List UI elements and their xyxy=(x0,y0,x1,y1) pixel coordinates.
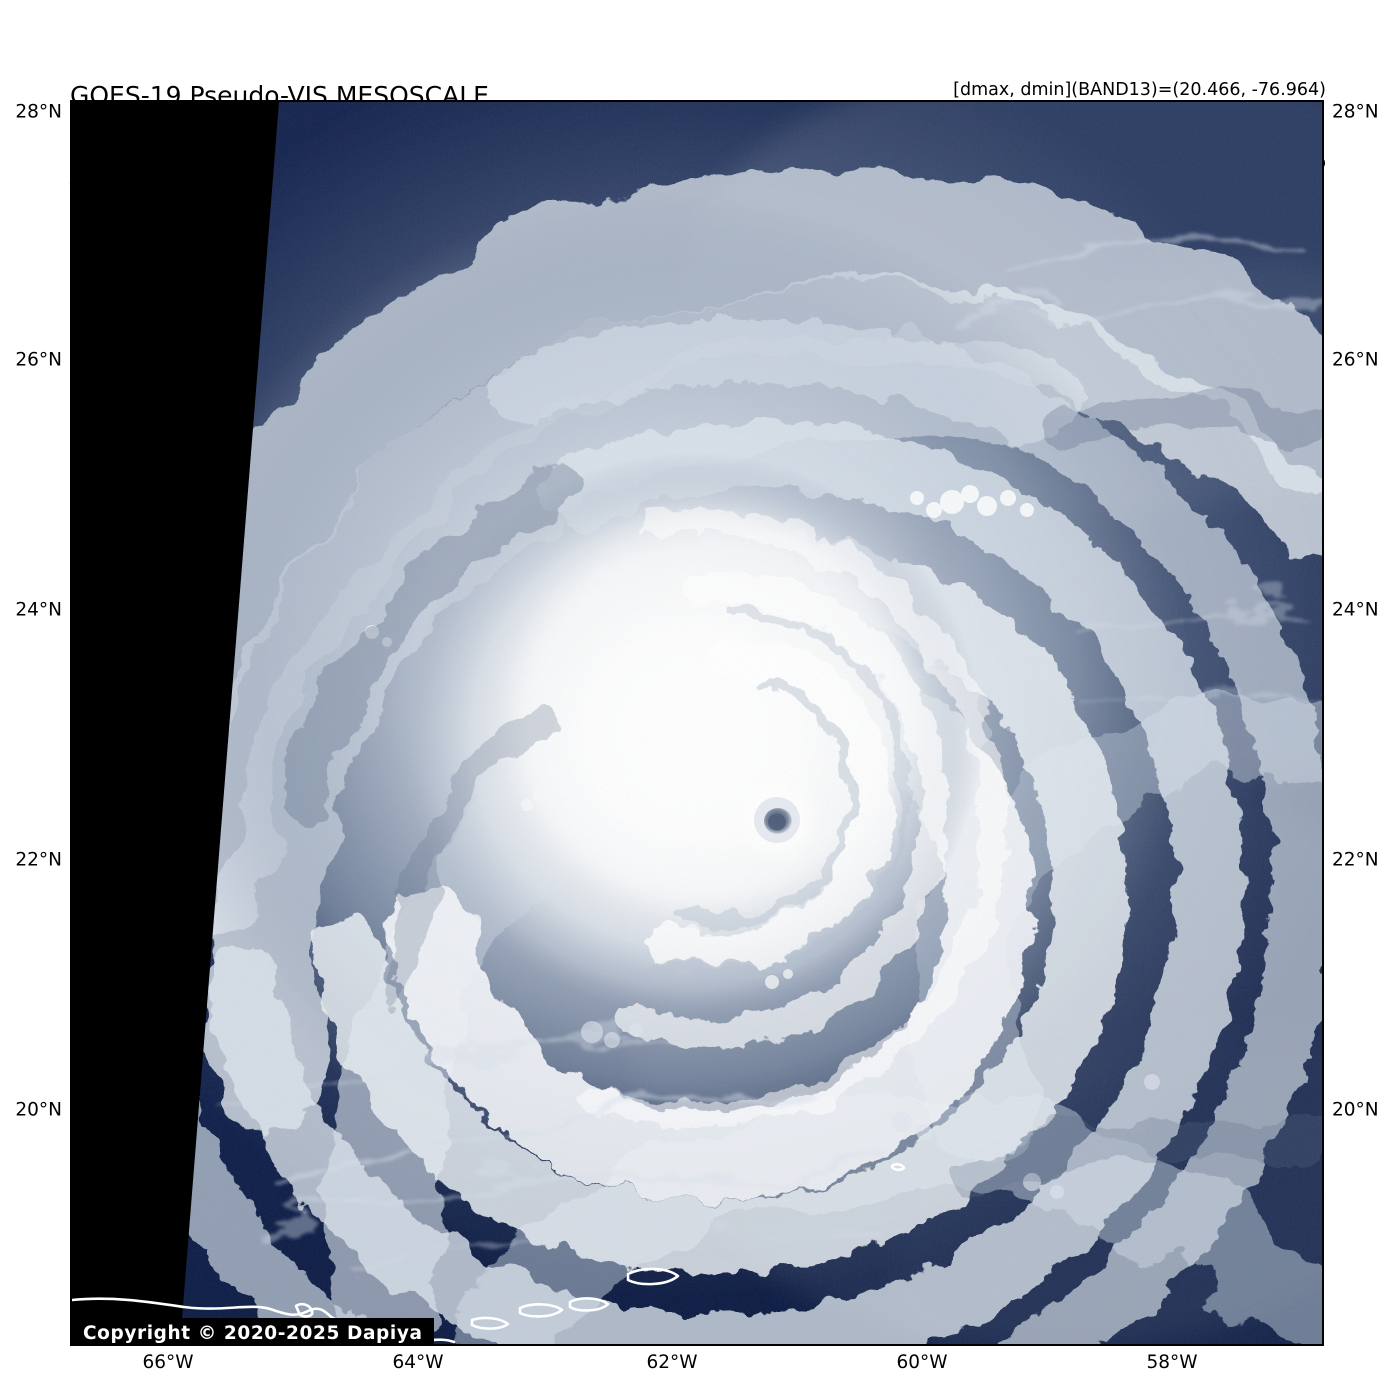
satellite-image-plot: Copyright © 2020-2025 Dapiya xyxy=(70,100,1324,1346)
lat-label-left-20n: 20°N xyxy=(15,1099,62,1121)
lat-label-right-26n: 26°N xyxy=(1332,349,1379,371)
lat-label-left-22n: 22°N xyxy=(15,849,62,871)
lat-label-right-28n: 28°N xyxy=(1332,101,1379,123)
lon-label-58w: 58°W xyxy=(1146,1352,1198,1373)
band-range-readout: [dmax, dmin](BAND13)=(20.466, -76.964) xyxy=(953,80,1326,101)
lat-label-right-24n: 24°N xyxy=(1332,599,1379,621)
image-grain xyxy=(180,102,1322,1344)
copyright-watermark: Copyright © 2020-2025 Dapiya xyxy=(72,1318,434,1344)
lon-label-60w: 60°W xyxy=(896,1352,948,1373)
satellite-imagery-canvas xyxy=(72,102,1322,1344)
lon-label-64w: 64°W xyxy=(392,1352,444,1373)
lat-label-left-24n: 24°N xyxy=(15,599,62,621)
lon-label-66w: 66°W xyxy=(142,1352,194,1373)
lat-label-left-28n: 28°N xyxy=(15,101,62,123)
lat-label-left-26n: 26°N xyxy=(15,349,62,371)
lat-label-right-22n: 22°N xyxy=(1332,849,1379,871)
satellite-swath xyxy=(180,102,1322,1344)
lat-label-right-20n: 20°N xyxy=(1332,1099,1379,1121)
lon-label-62w: 62°W xyxy=(646,1352,698,1373)
